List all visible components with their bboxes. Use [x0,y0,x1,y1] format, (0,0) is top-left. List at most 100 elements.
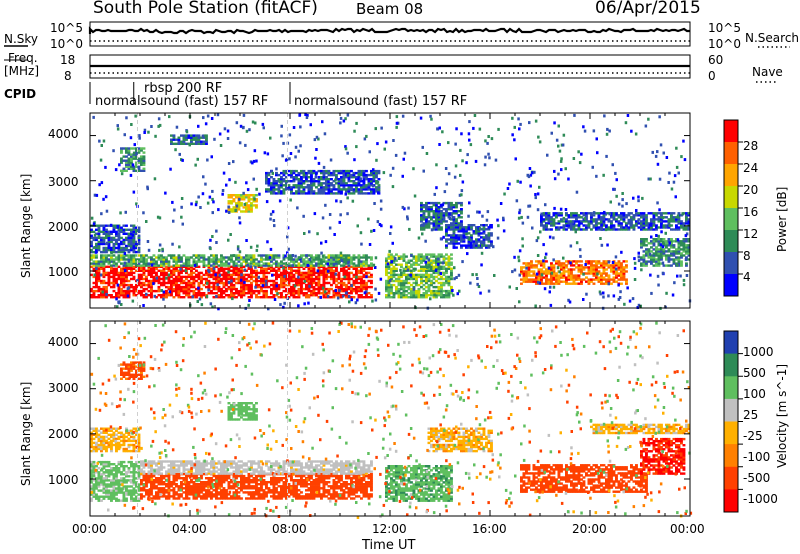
range-gate-cell [132,155,136,158]
speckle-cell [264,279,268,283]
range-gate-cell [365,294,368,297]
range-gate-cell [557,280,561,283]
speckle-cell [236,245,240,249]
range-gate-cell [290,271,293,275]
range-gate-cell [295,190,298,193]
range-gate-cell [460,212,463,215]
range-gate-cell [220,296,223,299]
range-gate-cell [657,258,661,261]
range-gate-cell [252,200,256,203]
range-gate-cell [262,262,266,265]
range-gate-cell [595,274,598,277]
range-gate-cell [152,264,156,267]
range-gate-cell [347,256,351,259]
range-gate-cell [172,267,176,270]
speckle-cell [599,292,602,296]
range-gate-cell [567,278,571,281]
range-gate-cell [317,296,321,299]
range-gate-cell [227,294,231,297]
range-gate-cell [575,220,578,223]
range-gate-cell [122,228,126,231]
range-gate-cell [222,292,226,295]
range-gate-cell [307,169,311,173]
range-gate-cell [410,292,413,295]
speckle-cell [649,273,652,277]
range-gate-cell [310,275,313,279]
range-gate-cell [172,142,176,145]
range-gate-cell [107,232,111,235]
range-gate-cell [620,214,623,217]
range-gate-cell [247,289,251,293]
range-gate-cell [385,281,388,285]
range-gate-cell [172,134,176,137]
range-gate-cell [265,285,268,289]
range-gate-cell [660,216,663,219]
range-gate-cell [450,224,453,227]
range-gate-cell [137,292,141,295]
range-gate-cell [132,250,136,254]
range-gate-cell [352,275,356,279]
range-gate-cell [330,171,333,175]
range-gate-cell [342,254,346,257]
speckle-cell [225,209,228,213]
range-gate-cell [170,271,173,275]
range-gate-cell [430,265,433,268]
range-gate-cell [255,264,258,267]
range-gate-cell [295,271,298,275]
range-gate-cell [687,214,691,217]
range-gate-cell [162,283,166,287]
range-gate-cell [332,281,336,285]
range-gate-cell [170,283,173,287]
range-gate-cell [92,260,96,263]
range-gate-cell [127,264,131,267]
range-gate-cell [667,240,671,243]
range-gate-cell [622,220,626,223]
range-gate-cell [567,226,571,229]
range-gate-cell [565,222,568,225]
range-gate-cell [237,206,241,209]
speckle-cell [255,248,259,252]
range-gate-cell [427,275,431,279]
range-gate-cell [342,173,346,177]
range-gate-cell [315,264,318,267]
range-gate-cell [572,260,576,263]
range-gate-cell [325,178,328,181]
range-gate-cell [260,296,263,299]
speckle-cell [170,256,173,260]
range-gate-cell [155,273,158,277]
range-gate-cell [240,275,243,279]
range-gate-cell [140,260,143,263]
range-gate-cell [135,258,138,261]
range-gate-cell [357,256,361,259]
range-gate-cell [347,186,351,189]
range-gate-cell [135,232,138,235]
range-gate-cell [652,260,656,263]
range-gate-cell [637,218,641,221]
range-gate-cell [122,248,126,252]
range-gate-cell [287,283,291,287]
range-gate-cell [97,271,101,275]
range-gate-cell [412,277,416,281]
range-gate-cell [292,178,296,181]
range-gate-cell [275,192,278,195]
range-gate-cell [105,271,108,275]
range-gate-cell [557,228,561,231]
speckle-cell [679,274,682,278]
range-gate-cell [582,228,586,231]
range-gate-cell [205,136,208,139]
range-gate-cell [170,287,173,291]
range-gate-cell [110,230,113,233]
speckle-cell [389,173,392,177]
range-gate-cell [545,216,548,219]
range-gate-cell [227,208,231,211]
range-gate-cell [330,283,333,287]
range-gate-cell [475,226,478,229]
range-gate-cell [267,279,271,283]
range-gate-cell [465,228,468,231]
range-gate-cell [207,285,211,289]
range-gate-cell [432,289,436,293]
range-gate-cell [590,272,593,275]
range-gate-cell [282,262,286,265]
range-gate-cell [162,277,166,281]
